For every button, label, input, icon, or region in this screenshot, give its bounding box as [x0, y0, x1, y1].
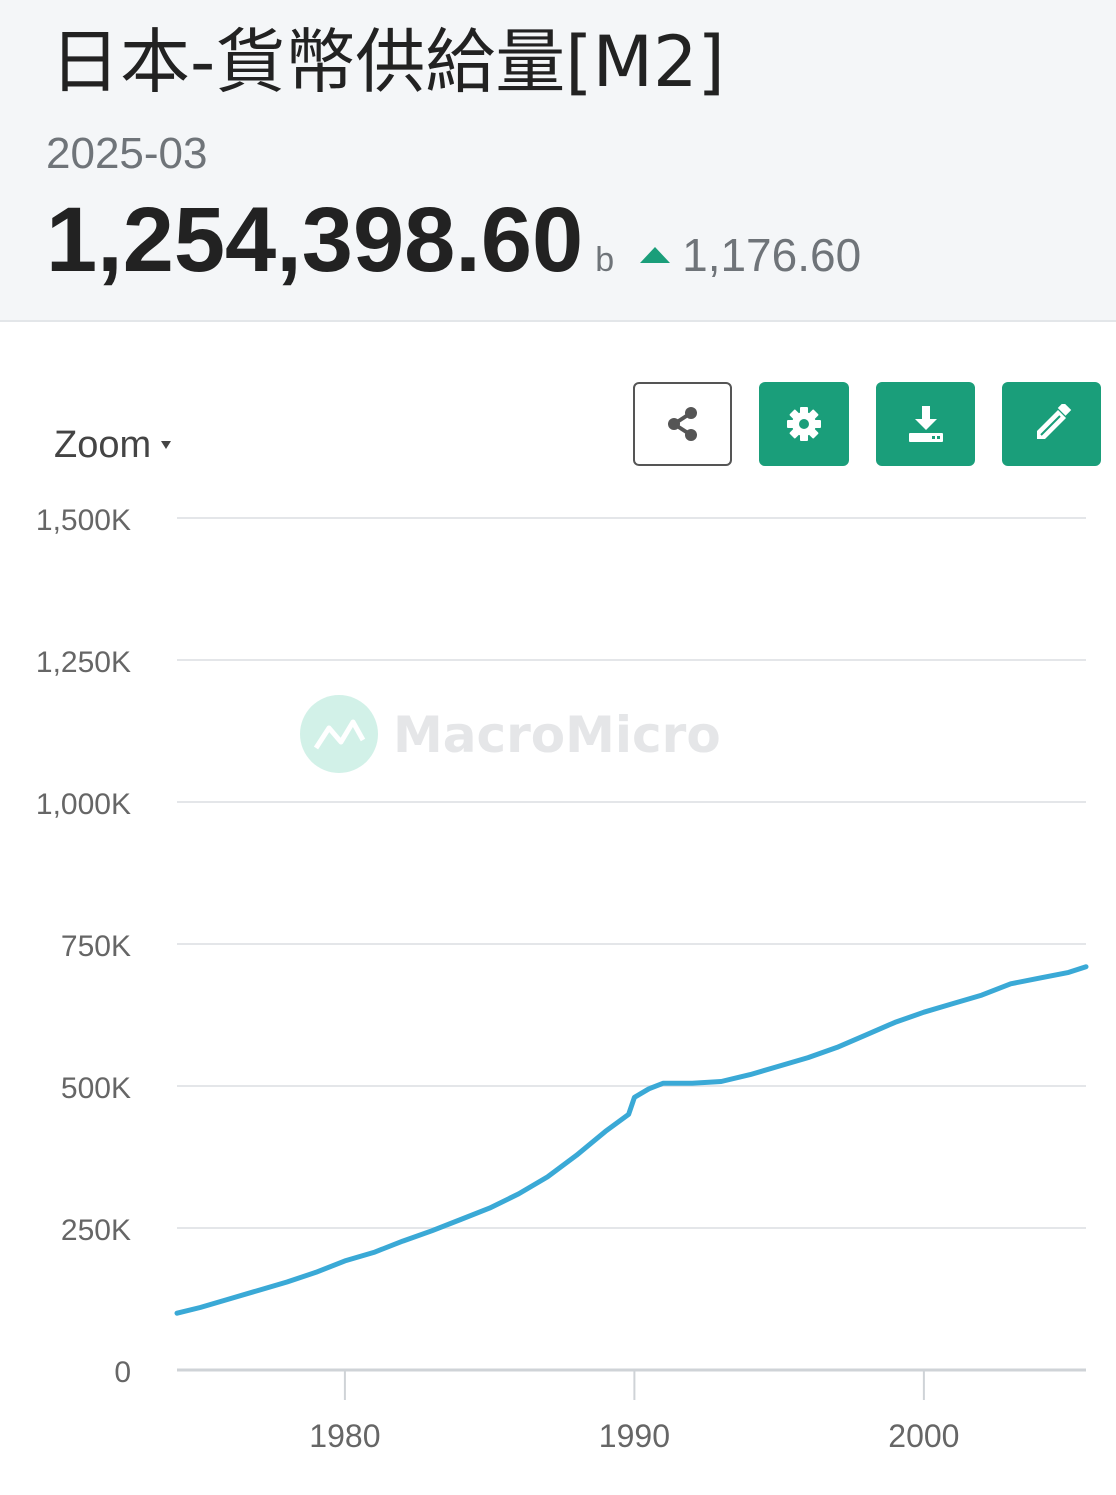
edit-button[interactable] [1002, 382, 1101, 466]
y-tick-label: 750K [61, 930, 131, 963]
y-tick-label: 1,500K [36, 504, 131, 537]
x-tick-label: 1990 [599, 1418, 670, 1454]
y-tick-label: 250K [61, 1214, 131, 1247]
watermark-text: MacroMicro [393, 706, 721, 764]
data-date: 2025-03 [46, 129, 208, 178]
zoom-label: Zoom [54, 424, 152, 466]
share-button[interactable] [633, 382, 732, 466]
x-tick-label: 2000 [888, 1418, 959, 1454]
y-tick-label: 0 [114, 1356, 131, 1389]
y-tick-label: 1,250K [36, 646, 131, 679]
x-tick-label: 1980 [309, 1418, 380, 1454]
series-line [174, 964, 1089, 1316]
macromicro-logo-icon [300, 695, 378, 773]
download-icon [908, 406, 943, 442]
up-arrow-icon [640, 247, 671, 263]
watermark: MacroMicro [300, 695, 721, 773]
pencil-icon [1036, 404, 1071, 439]
page-title: 日本-貨幣供給量[M2] [50, 21, 725, 103]
zoom-dropdown[interactable]: Zoom [54, 424, 172, 467]
settings-button[interactable] [759, 382, 849, 466]
value-row: 1,254,398.60 b 1,176.60 [46, 190, 861, 290]
latest-value: 1,254,398.60 [46, 189, 584, 291]
gear-icon [787, 407, 821, 441]
m2-line-chart: MacroMicro 0 250K 500K 750K 1,000K 1,250K 1,50… [36, 504, 1089, 1454]
share-icon [667, 407, 697, 441]
y-tick-label: 500K [61, 1072, 131, 1105]
y-tick-label: 1,000K [36, 788, 131, 821]
header: 日本-貨幣供給量[M2] 2025-03 1,254,398.60 b 1,176.… [0, 0, 1116, 322]
change-value: 1,176.60 [682, 229, 862, 281]
caret-down-icon [161, 441, 172, 449]
macromicro-logo-mark [313, 719, 366, 750]
value-unit: b [595, 241, 615, 279]
download-button[interactable] [876, 382, 975, 466]
